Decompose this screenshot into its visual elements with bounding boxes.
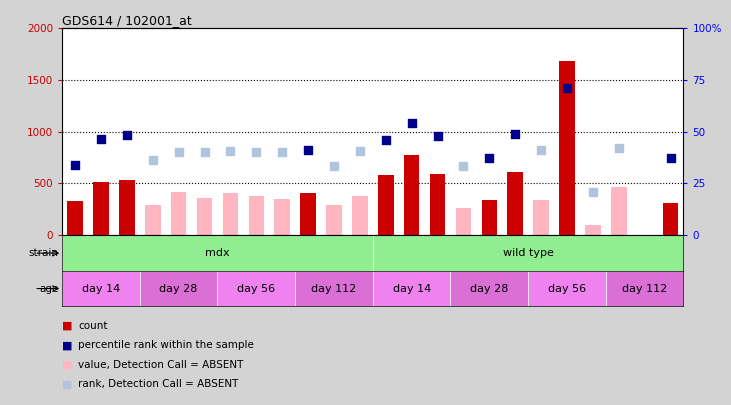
Text: ■: ■: [62, 379, 72, 389]
Text: day 28: day 28: [470, 284, 509, 294]
Bar: [430, 174, 445, 235]
Point: [561, 85, 573, 92]
Text: ■: ■: [62, 341, 72, 350]
Point: [664, 155, 676, 162]
Point: [276, 149, 288, 156]
Bar: [94, 182, 109, 235]
Point: [69, 162, 81, 168]
Point: [302, 147, 314, 153]
Text: day 56: day 56: [548, 284, 586, 294]
Bar: [62, 271, 140, 306]
Text: day 14: day 14: [82, 284, 120, 294]
Bar: [119, 180, 135, 235]
Text: ■: ■: [62, 321, 72, 331]
Bar: [404, 156, 420, 235]
Text: GDS614 / 102001_at: GDS614 / 102001_at: [62, 14, 192, 27]
Bar: [274, 199, 290, 235]
Text: age: age: [39, 284, 58, 294]
Bar: [62, 235, 373, 271]
Bar: [145, 205, 161, 235]
Bar: [67, 201, 83, 235]
Text: wild type: wild type: [503, 248, 553, 258]
Bar: [295, 271, 373, 306]
Point: [354, 148, 366, 154]
Bar: [197, 198, 212, 235]
Text: mdx: mdx: [205, 248, 230, 258]
Bar: [249, 196, 264, 235]
Point: [251, 149, 262, 156]
Text: day 56: day 56: [238, 284, 276, 294]
Point: [224, 148, 236, 154]
Point: [587, 188, 599, 195]
Bar: [534, 200, 549, 235]
Text: day 112: day 112: [622, 284, 667, 294]
Text: percentile rank within the sample: percentile rank within the sample: [78, 341, 254, 350]
Text: value, Detection Call = ABSENT: value, Detection Call = ABSENT: [78, 360, 243, 370]
Bar: [606, 271, 683, 306]
Point: [173, 149, 184, 156]
Point: [432, 132, 444, 139]
Bar: [482, 200, 497, 235]
Point: [121, 132, 133, 138]
Point: [380, 136, 392, 143]
Point: [613, 145, 624, 151]
Bar: [611, 188, 626, 235]
Point: [95, 136, 107, 142]
Point: [328, 162, 340, 169]
Text: count: count: [78, 321, 107, 331]
Point: [510, 130, 521, 137]
Text: strain: strain: [29, 248, 58, 258]
Bar: [378, 175, 393, 235]
Text: day 28: day 28: [159, 284, 198, 294]
Bar: [373, 271, 450, 306]
Text: day 112: day 112: [311, 284, 357, 294]
Bar: [300, 192, 316, 235]
Bar: [455, 208, 471, 235]
Bar: [352, 196, 368, 235]
Bar: [559, 62, 575, 235]
Bar: [450, 271, 528, 306]
Point: [147, 156, 159, 163]
Point: [458, 162, 469, 169]
Text: rank, Detection Call = ABSENT: rank, Detection Call = ABSENT: [78, 379, 238, 389]
Point: [199, 149, 211, 156]
Bar: [373, 235, 683, 271]
Bar: [663, 203, 678, 235]
Bar: [140, 271, 218, 306]
Bar: [223, 192, 238, 235]
Point: [535, 147, 547, 153]
Point: [483, 155, 495, 162]
Bar: [528, 271, 606, 306]
Text: day 14: day 14: [393, 284, 431, 294]
Text: ■: ■: [62, 360, 72, 370]
Bar: [171, 192, 186, 235]
Bar: [507, 172, 523, 235]
Bar: [326, 205, 342, 235]
Point: [406, 120, 417, 127]
Bar: [585, 224, 601, 235]
Bar: [218, 271, 295, 306]
